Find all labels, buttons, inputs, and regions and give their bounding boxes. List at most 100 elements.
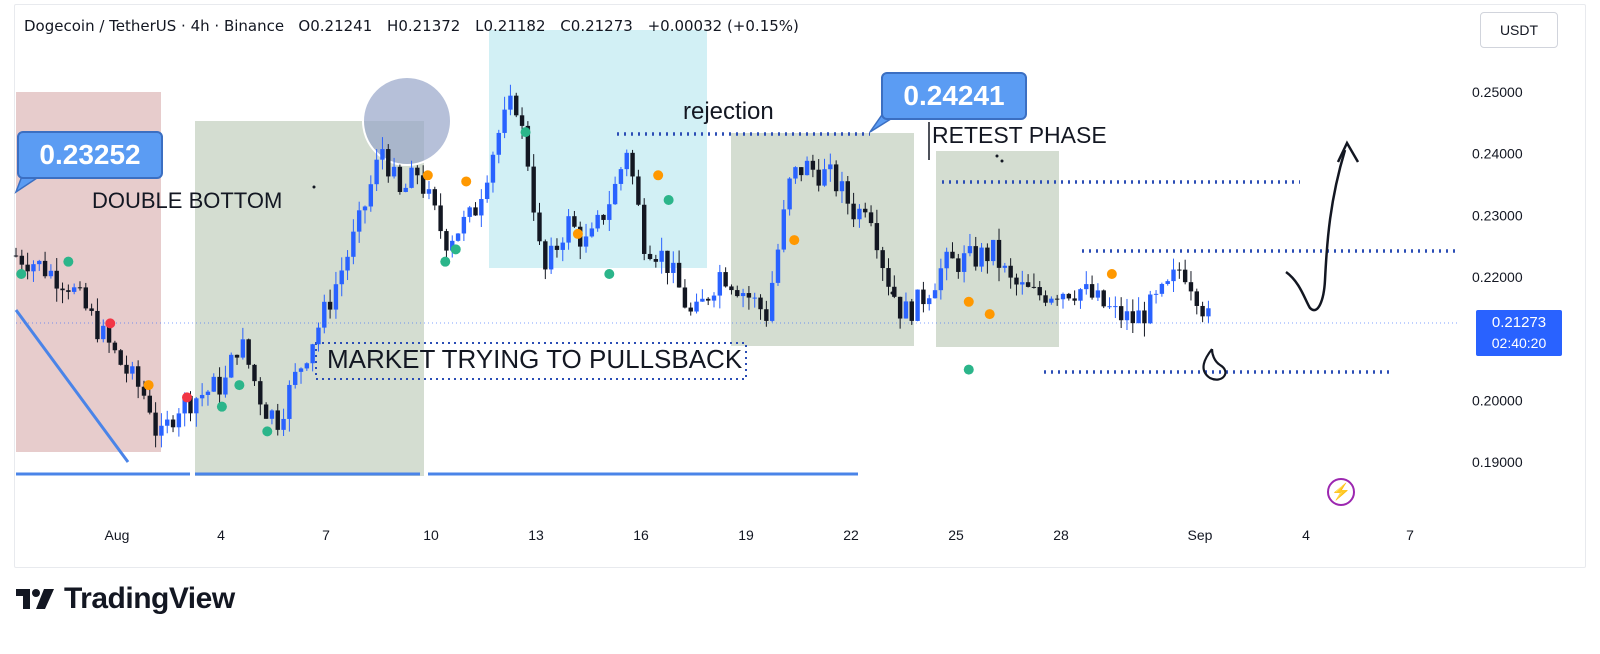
candle-up xyxy=(287,384,292,419)
candle-up xyxy=(484,182,490,200)
candle-down xyxy=(1182,269,1188,283)
candle-up xyxy=(793,167,798,179)
candle-down xyxy=(25,264,30,272)
candle-up xyxy=(508,95,513,110)
candle-up xyxy=(176,413,182,428)
handdrawn-bottom-loop xyxy=(1202,348,1227,381)
candle-up xyxy=(769,282,775,321)
candle-down xyxy=(170,419,176,428)
double-bottom-label: DOUBLE BOTTOM xyxy=(92,188,283,213)
candle-up xyxy=(450,240,455,251)
candle-up xyxy=(1078,289,1083,301)
time-tick-label: 4 xyxy=(1302,527,1310,543)
signal-dot xyxy=(143,380,154,391)
candle-down xyxy=(252,364,257,382)
candle-down xyxy=(705,298,711,301)
candle-up xyxy=(583,236,589,247)
candle-up xyxy=(717,272,723,296)
signal-dot xyxy=(422,170,433,181)
time-tick-label: 25 xyxy=(948,527,964,543)
candle-up xyxy=(828,164,833,170)
candle-down xyxy=(653,259,659,262)
tradingview-logo: TradingView xyxy=(16,582,235,616)
candle-down xyxy=(1089,284,1095,298)
candle-down xyxy=(147,395,152,413)
time-axis[interactable]: Aug 4 7 10 13 16 19 22 25 28 Sep 4 7 xyxy=(105,527,1415,543)
candle-up xyxy=(839,181,845,192)
candle-down xyxy=(985,247,990,262)
candle-up xyxy=(71,287,77,292)
candle-up xyxy=(293,371,298,385)
change-value: +0.00032 (+0.15%) xyxy=(647,17,799,35)
price-tick-label: 0.25000 xyxy=(1472,84,1523,100)
candle-down xyxy=(60,288,65,291)
time-tick-label: 4 xyxy=(217,527,225,543)
candle-up xyxy=(351,231,356,257)
candle-down xyxy=(473,207,478,216)
candle-up xyxy=(548,245,554,270)
candle-down xyxy=(386,149,391,177)
time-tick-label: 13 xyxy=(528,527,544,543)
candle-up xyxy=(37,260,42,265)
chart-dot-b xyxy=(890,291,894,295)
candle-down xyxy=(444,231,449,251)
signal-dot xyxy=(440,256,451,267)
candle-up xyxy=(595,214,600,229)
candle-down xyxy=(54,270,59,289)
candle-up xyxy=(269,410,275,419)
ohlc-legend: Dogecoin / TetherUS · 4h · Binance O0.21… xyxy=(24,17,799,35)
candle-up xyxy=(467,207,472,217)
candle-down xyxy=(13,255,19,257)
candle-down xyxy=(1037,287,1042,296)
candle-up xyxy=(199,394,205,399)
candle-down xyxy=(415,167,420,176)
candle-down xyxy=(275,410,280,430)
rejection-label: rejection xyxy=(683,98,774,125)
candle-up xyxy=(775,249,781,283)
candle-up xyxy=(159,425,164,436)
candle-up xyxy=(944,251,949,269)
candle-down xyxy=(833,164,839,192)
candle-up xyxy=(857,208,862,220)
candle-down xyxy=(531,166,536,213)
candle-down xyxy=(845,181,850,204)
candle-down xyxy=(892,286,897,297)
candle-down xyxy=(1066,293,1072,299)
candle-up xyxy=(333,284,339,310)
time-tick-label: 28 xyxy=(1053,527,1069,543)
candle-up xyxy=(1113,306,1118,308)
pullback-label: MARKET TRYING TO PULLSBACK xyxy=(327,344,743,374)
handdrawn-arrow-head xyxy=(1336,140,1360,163)
candle-down xyxy=(764,309,769,321)
candle-up xyxy=(502,109,507,133)
candle-down xyxy=(851,203,856,220)
candle-down xyxy=(636,176,641,205)
candle-down xyxy=(682,287,688,308)
signal-dot xyxy=(653,170,664,181)
candle-up xyxy=(1049,298,1054,303)
candle-down xyxy=(735,290,740,297)
chart-frame xyxy=(14,4,1586,568)
candle-up xyxy=(624,152,629,170)
lightning-icon[interactable]: ⚡ xyxy=(1327,478,1355,506)
candle-up xyxy=(822,169,827,186)
high-value: 0.21372 xyxy=(398,17,461,35)
candle-down xyxy=(601,214,606,220)
candle-up xyxy=(165,419,170,426)
candle-down xyxy=(1200,305,1205,317)
candle-up xyxy=(991,239,996,262)
candle-down xyxy=(1008,265,1013,278)
candle-up xyxy=(368,184,374,207)
currency-button[interactable]: USDT xyxy=(1480,12,1558,48)
candle-down xyxy=(1054,298,1060,300)
candle-up xyxy=(618,169,624,184)
open-label: O xyxy=(298,17,311,35)
candle-down xyxy=(77,287,83,289)
price-axis[interactable]: 0.25000 0.24000 0.23000 0.22000 0.20000 0.190… xyxy=(1472,84,1523,470)
candle-up xyxy=(391,166,397,177)
candle-down xyxy=(246,339,251,365)
candle-down xyxy=(19,255,25,265)
candle-down xyxy=(956,258,961,272)
signal-dot xyxy=(216,401,227,412)
